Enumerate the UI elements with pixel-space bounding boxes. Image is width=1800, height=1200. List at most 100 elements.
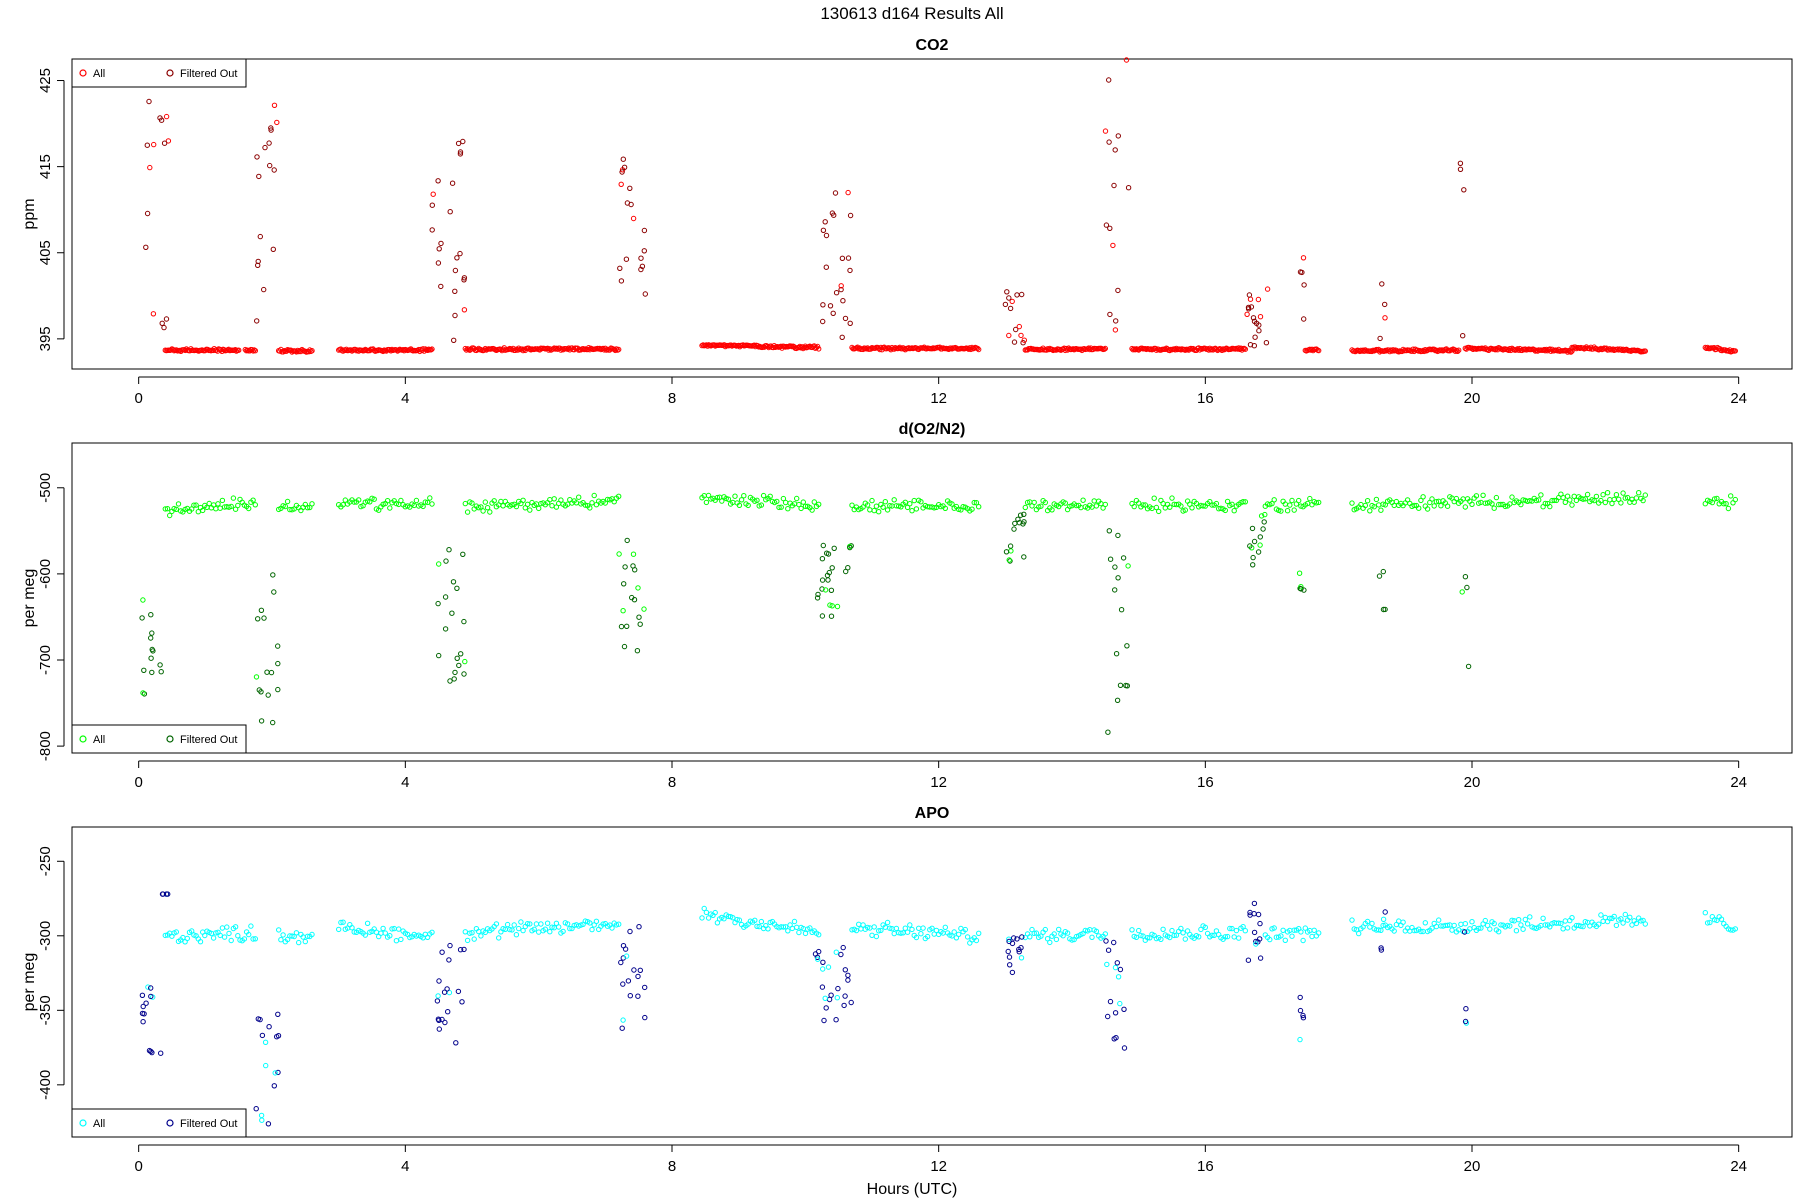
data-point	[148, 1048, 154, 1055]
data-point	[567, 925, 573, 932]
data-point	[1491, 920, 1497, 927]
data-point	[219, 497, 226, 504]
data-point	[1222, 934, 1229, 940]
data-point	[1311, 927, 1317, 933]
data-point	[551, 496, 557, 502]
data-point	[1102, 931, 1109, 937]
data-point	[1114, 697, 1121, 703]
x-tick-label: 20	[1464, 774, 1481, 791]
data-point	[309, 931, 315, 938]
data-point	[828, 992, 834, 998]
data-point	[1520, 926, 1526, 932]
data-point	[1551, 497, 1557, 504]
data-point	[582, 918, 588, 924]
data-point	[210, 935, 217, 941]
data-point	[1580, 923, 1586, 930]
data-point	[820, 966, 826, 972]
data-point	[776, 504, 782, 511]
data-point	[1584, 491, 1591, 498]
data-point	[1189, 505, 1195, 511]
data-point	[628, 201, 634, 208]
data-point	[789, 925, 795, 932]
data-point	[553, 504, 560, 510]
data-point	[924, 933, 931, 940]
y-tick-label: -400	[37, 1070, 54, 1100]
data-point	[1456, 347, 1462, 353]
data-point	[270, 246, 276, 253]
data-point	[1107, 311, 1113, 318]
data-point	[752, 917, 758, 923]
legend: All Filtered Out	[71, 1108, 247, 1138]
data-point	[1125, 563, 1131, 569]
data-point	[1298, 584, 1304, 590]
data-point	[730, 915, 736, 921]
data-point	[840, 944, 846, 951]
data-point	[1038, 933, 1044, 939]
data-point	[1257, 920, 1263, 927]
data-point	[149, 630, 155, 636]
data-point	[891, 930, 897, 937]
data-point	[1316, 930, 1322, 936]
data-point	[393, 938, 400, 944]
data-point	[802, 930, 809, 937]
data-point	[1115, 287, 1121, 294]
data-point	[438, 283, 444, 290]
data-point	[893, 925, 900, 932]
data-point	[1042, 499, 1049, 506]
data-point	[616, 346, 622, 353]
data-point	[1250, 315, 1257, 321]
data-point	[422, 499, 428, 505]
data-point	[1578, 923, 1584, 929]
data-point	[636, 614, 642, 620]
data-point	[1016, 323, 1022, 330]
data-point	[616, 921, 622, 927]
x-tick-label: 12	[930, 774, 947, 791]
data-point	[1457, 160, 1464, 167]
data-point	[270, 572, 276, 578]
data-point	[1016, 949, 1022, 955]
data-point	[869, 932, 875, 938]
data-point	[478, 504, 484, 510]
data-point	[469, 500, 475, 506]
data-point	[1536, 497, 1542, 503]
data-point	[253, 674, 260, 680]
data-point	[1638, 918, 1644, 924]
data-point	[956, 931, 962, 937]
data-point	[256, 173, 262, 180]
x-tick-label: 12	[930, 390, 947, 407]
data-point	[1309, 933, 1315, 940]
data-points	[143, 57, 1739, 355]
data-point	[780, 924, 787, 930]
x-tick-label: 24	[1730, 1158, 1747, 1175]
legend-box	[71, 58, 247, 88]
data-point	[1064, 930, 1071, 936]
data-point	[637, 621, 643, 627]
data-point	[140, 597, 146, 603]
data-point	[151, 141, 157, 148]
data-point	[962, 926, 968, 933]
data-point	[1732, 496, 1739, 503]
data-point	[145, 984, 151, 990]
data-point	[949, 933, 955, 939]
data-point	[1053, 936, 1060, 943]
data-point	[1014, 936, 1020, 942]
data-point	[1124, 643, 1130, 649]
data-point	[232, 347, 239, 353]
data-point	[217, 505, 223, 511]
data-point	[1582, 496, 1589, 502]
data-point	[758, 918, 765, 925]
data-point	[1261, 519, 1267, 525]
data-point	[1113, 651, 1120, 657]
data-point	[938, 503, 944, 510]
x-tick-label: 4	[401, 1158, 409, 1175]
data-point	[833, 949, 839, 955]
data-point	[215, 501, 221, 507]
data-point	[642, 291, 648, 297]
data-point	[1382, 909, 1388, 915]
data-point	[1642, 921, 1649, 927]
data-point	[1051, 931, 1057, 937]
data-point	[340, 919, 346, 925]
data-point	[1160, 926, 1166, 932]
data-point	[1558, 920, 1564, 927]
x-tick-label: 8	[668, 390, 676, 407]
